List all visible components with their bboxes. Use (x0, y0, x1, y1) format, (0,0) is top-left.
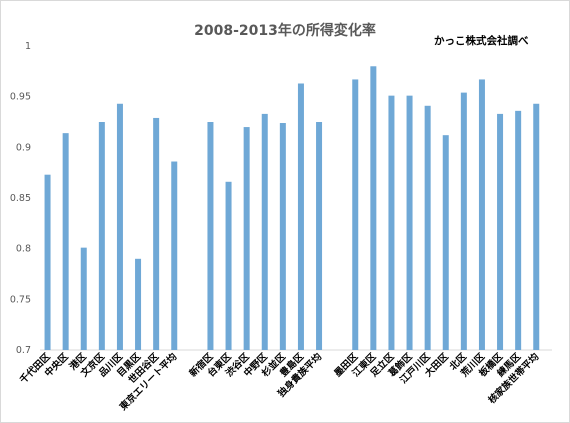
bar (442, 135, 449, 350)
bar (424, 105, 431, 350)
bar (62, 133, 69, 350)
bar (153, 117, 160, 351)
y-tick-label: 0.75 (10, 294, 31, 305)
y-tick-label: 0.7 (16, 345, 31, 356)
bar (460, 92, 467, 350)
y-tick-label: 0.95 (10, 92, 31, 103)
bar (279, 123, 286, 350)
bar (533, 103, 540, 350)
chart-title: 2008-2013年の所得変化率 (194, 22, 376, 39)
bar (116, 103, 123, 350)
y-axis-ticks: 0.7 0.75 0.8 0.85 0.9 0.95 1 (10, 41, 31, 356)
bar (135, 258, 142, 350)
bar (243, 127, 250, 350)
bar (44, 174, 51, 350)
bar (515, 110, 522, 350)
bars (44, 66, 540, 351)
bar (207, 122, 214, 350)
bar (171, 161, 178, 350)
bar (406, 95, 413, 350)
bar (225, 181, 232, 350)
bar (80, 247, 87, 350)
bar (316, 122, 323, 350)
y-tick-label: 0.8 (16, 244, 31, 255)
bar (388, 95, 395, 350)
y-tick-label: 0.9 (16, 142, 31, 153)
bar (478, 79, 485, 350)
y-tick-label: 1 (25, 41, 31, 52)
bar (297, 83, 304, 350)
bar (370, 66, 377, 351)
bar (98, 122, 105, 350)
bar (497, 113, 504, 350)
y-tick-label: 0.85 (10, 193, 31, 204)
source-annotation: かっこ株式会社調べ (434, 34, 529, 47)
bar (261, 113, 268, 350)
bar (352, 79, 359, 350)
